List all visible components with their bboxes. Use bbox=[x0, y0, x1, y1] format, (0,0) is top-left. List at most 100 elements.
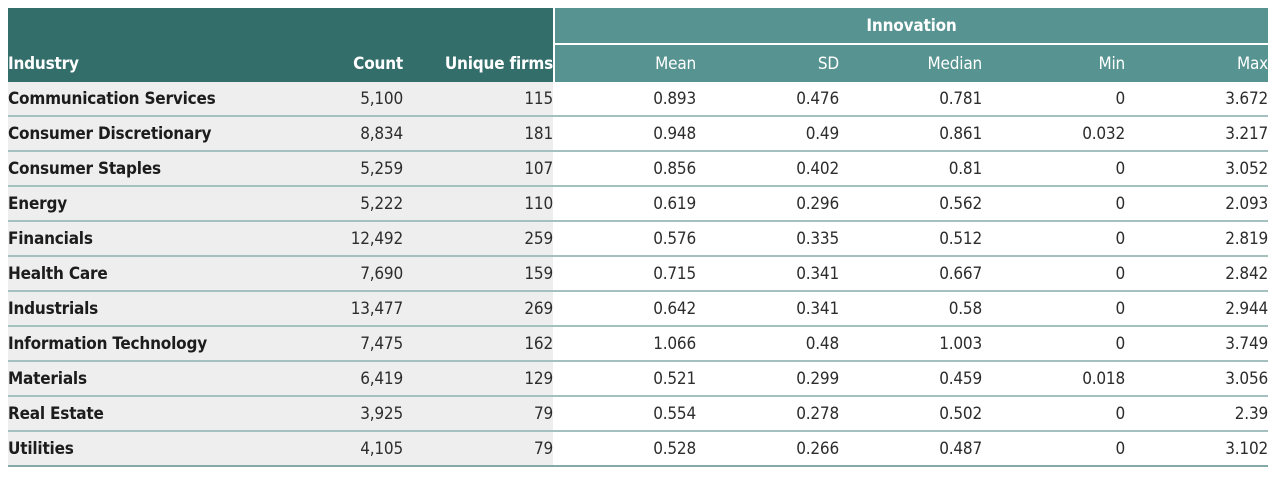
cell-count: 5,259 bbox=[258, 152, 403, 187]
cell-median: 0.502 bbox=[839, 397, 982, 432]
header-corner-spacer bbox=[8, 8, 553, 45]
table-row-financials: Financials 12,492 259 0.576 0.335 0.512 … bbox=[8, 222, 1269, 257]
cell-sd: 0.278 bbox=[696, 397, 839, 432]
cell-sd: 0.299 bbox=[696, 362, 839, 397]
cell-mean: 0.715 bbox=[553, 257, 696, 292]
col-header-industry: Industry bbox=[8, 45, 258, 82]
cell-industry: Industrials bbox=[8, 292, 258, 327]
cell-max: 2.944 bbox=[1125, 292, 1269, 327]
cell-max: 3.672 bbox=[1125, 82, 1269, 117]
cell-industry: Materials bbox=[8, 362, 258, 397]
cell-mean: 1.066 bbox=[553, 327, 696, 362]
cell-min: 0 bbox=[982, 187, 1125, 222]
table-row-materials: Materials 6,419 129 0.521 0.299 0.459 0.… bbox=[8, 362, 1269, 397]
cell-industry: Information Technology bbox=[8, 327, 258, 362]
group-header-row: Innovation bbox=[8, 8, 1269, 45]
cell-mean: 0.856 bbox=[553, 152, 696, 187]
cell-mean: 0.948 bbox=[553, 117, 696, 152]
cell-count: 7,690 bbox=[258, 257, 403, 292]
cell-median: 0.861 bbox=[839, 117, 982, 152]
cell-mean: 0.554 bbox=[553, 397, 696, 432]
cell-median: 0.81 bbox=[839, 152, 982, 187]
cell-unique-firms: 259 bbox=[403, 222, 553, 257]
cell-median: 0.459 bbox=[839, 362, 982, 397]
column-header-row: Industry Count Unique firms Mean SD Medi… bbox=[8, 45, 1269, 82]
cell-count: 5,100 bbox=[258, 82, 403, 117]
cell-unique-firms: 115 bbox=[403, 82, 553, 117]
cell-min: 0 bbox=[982, 432, 1125, 467]
table-row-real-estate: Real Estate 3,925 79 0.554 0.278 0.502 0… bbox=[8, 397, 1269, 432]
cell-median: 0.487 bbox=[839, 432, 982, 467]
table-row-health-care: Health Care 7,690 159 0.715 0.341 0.667 … bbox=[8, 257, 1269, 292]
table-row-energy: Energy 5,222 110 0.619 0.296 0.562 0 2.0… bbox=[8, 187, 1269, 222]
cell-count: 7,475 bbox=[258, 327, 403, 362]
cell-min: 0 bbox=[982, 327, 1125, 362]
cell-min: 0.032 bbox=[982, 117, 1125, 152]
col-header-unique-firms: Unique firms bbox=[403, 45, 553, 82]
cell-sd: 0.341 bbox=[696, 292, 839, 327]
cell-industry: Energy bbox=[8, 187, 258, 222]
cell-sd: 0.266 bbox=[696, 432, 839, 467]
col-header-median: Median bbox=[839, 45, 982, 82]
cell-median: 1.003 bbox=[839, 327, 982, 362]
cell-unique-firms: 107 bbox=[403, 152, 553, 187]
cell-median: 0.562 bbox=[839, 187, 982, 222]
cell-sd: 0.49 bbox=[696, 117, 839, 152]
cell-sd: 0.296 bbox=[696, 187, 839, 222]
cell-industry: Consumer Discretionary bbox=[8, 117, 258, 152]
cell-sd: 0.476 bbox=[696, 82, 839, 117]
cell-mean: 0.642 bbox=[553, 292, 696, 327]
table-row-utilities: Utilities 4,105 79 0.528 0.266 0.487 0 3… bbox=[8, 432, 1269, 467]
cell-industry: Real Estate bbox=[8, 397, 258, 432]
cell-sd: 0.48 bbox=[696, 327, 839, 362]
table-row-consumer-discretionary: Consumer Discretionary 8,834 181 0.948 0… bbox=[8, 117, 1269, 152]
cell-unique-firms: 159 bbox=[403, 257, 553, 292]
table-row-communication-services: Communication Services 5,100 115 0.893 0… bbox=[8, 82, 1269, 117]
col-header-count: Count bbox=[258, 45, 403, 82]
cell-max: 3.052 bbox=[1125, 152, 1269, 187]
cell-max: 2.093 bbox=[1125, 187, 1269, 222]
col-header-max: Max bbox=[1125, 45, 1269, 82]
cell-industry: Consumer Staples bbox=[8, 152, 258, 187]
cell-unique-firms: 110 bbox=[403, 187, 553, 222]
cell-max: 2.842 bbox=[1125, 257, 1269, 292]
cell-industry: Health Care bbox=[8, 257, 258, 292]
col-header-sd: SD bbox=[696, 45, 839, 82]
cell-median: 0.667 bbox=[839, 257, 982, 292]
cell-min: 0 bbox=[982, 152, 1125, 187]
cell-unique-firms: 162 bbox=[403, 327, 553, 362]
cell-median: 0.58 bbox=[839, 292, 982, 327]
cell-max: 3.102 bbox=[1125, 432, 1269, 467]
table-row-industrials: Industrials 13,477 269 0.642 0.341 0.58 … bbox=[8, 292, 1269, 327]
cell-industry: Communication Services bbox=[8, 82, 258, 117]
cell-max: 2.39 bbox=[1125, 397, 1269, 432]
cell-unique-firms: 129 bbox=[403, 362, 553, 397]
cell-min: 0 bbox=[982, 397, 1125, 432]
cell-count: 8,834 bbox=[258, 117, 403, 152]
cell-count: 4,105 bbox=[258, 432, 403, 467]
col-header-min: Min bbox=[982, 45, 1125, 82]
cell-median: 0.781 bbox=[839, 82, 982, 117]
table-row-consumer-staples: Consumer Staples 5,259 107 0.856 0.402 0… bbox=[8, 152, 1269, 187]
cell-max: 2.819 bbox=[1125, 222, 1269, 257]
cell-count: 3,925 bbox=[258, 397, 403, 432]
cell-min: 0 bbox=[982, 82, 1125, 117]
cell-count: 5,222 bbox=[258, 187, 403, 222]
cell-max: 3.056 bbox=[1125, 362, 1269, 397]
cell-median: 0.512 bbox=[839, 222, 982, 257]
cell-mean: 0.619 bbox=[553, 187, 696, 222]
cell-unique-firms: 79 bbox=[403, 397, 553, 432]
cell-count: 13,477 bbox=[258, 292, 403, 327]
cell-min: 0 bbox=[982, 222, 1125, 257]
col-header-mean: Mean bbox=[553, 45, 696, 82]
cell-unique-firms: 269 bbox=[403, 292, 553, 327]
cell-unique-firms: 79 bbox=[403, 432, 553, 467]
cell-min: 0.018 bbox=[982, 362, 1125, 397]
cell-mean: 0.528 bbox=[553, 432, 696, 467]
cell-sd: 0.402 bbox=[696, 152, 839, 187]
cell-industry: Utilities bbox=[8, 432, 258, 467]
cell-count: 12,492 bbox=[258, 222, 403, 257]
cell-unique-firms: 181 bbox=[403, 117, 553, 152]
cell-min: 0 bbox=[982, 257, 1125, 292]
